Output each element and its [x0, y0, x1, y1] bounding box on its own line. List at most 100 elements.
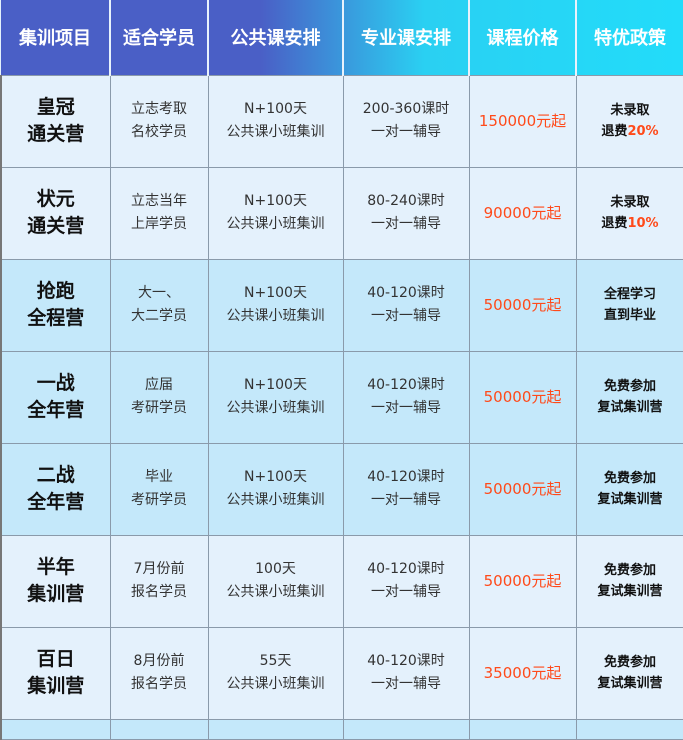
policy-cell: 全程学习 直到毕业 — [575, 258, 683, 352]
policy-highlight: 10% — [627, 216, 659, 231]
professional-course-cell-line: 一对一辅导 — [371, 216, 441, 232]
policy-highlight: 20% — [627, 124, 659, 139]
professional-course-cell: 200-360课时 一对一辅导 — [342, 74, 470, 168]
policy-line: 退费 — [601, 124, 628, 139]
public-course-cell-line: N+100天 — [244, 193, 307, 209]
professional-course-cell-line: 一对一辅导 — [371, 492, 441, 508]
audience-cell-line: 名校学员 — [131, 124, 187, 140]
professional-course-cell: 80-240课时 一对一辅导 — [342, 166, 470, 260]
policy-cell: 免费参加 复试集训营 — [575, 534, 683, 628]
professional-course-cell-line: 一对一辅导 — [371, 400, 441, 416]
header-public-course: 公共课安排 — [208, 0, 344, 75]
program-name-cell: 皇冠 通关营 — [0, 74, 111, 168]
professional-course-cell-line: 一对一辅导 — [371, 124, 441, 140]
audience-cell: 7月份前 报名学员 — [109, 534, 209, 628]
program-name-cell: 一战 全年营 — [0, 350, 111, 444]
public-course-cell: 55天公共课小班集训 — [207, 626, 344, 720]
table-row: 状元 通关营 立志当年 上岸学员 N+100天 公共课小班集训 80-240课时 一对一辅导 9… — [0, 166, 683, 260]
policy-line: 复试集训营 — [597, 492, 663, 507]
table-row: 二战 全年营 毕业 考研学员 N+100天 公共课小班集训 40-120课时 一对一辅导 500… — [0, 442, 683, 536]
audience-cell: 大一、 大二学员 — [109, 258, 209, 352]
professional-course-cell: 40-120课时 一对一辅导 — [342, 350, 470, 444]
table-row: 百日 集训营 8月份前 报名学员 55天 公共课小班集训 40-120课时 一对一辅导 3500… — [0, 626, 683, 720]
policy-line: 退费 — [601, 216, 628, 231]
audience-cell: 立志当年 上岸学员 — [109, 166, 209, 260]
program-name-cell-line: 二战 — [36, 464, 75, 486]
audience-cell-line: 立志当年 — [131, 193, 187, 209]
table-row-partial — [0, 718, 683, 740]
professional-course-cell-line: 40-120课时 — [367, 561, 445, 577]
professional-course-cell: 40-120课时 一对一辅导 — [342, 534, 470, 628]
public-course-cell-line: 公共课小班集训 — [226, 400, 325, 416]
public-course-cell: N+100天 公共课小班集训 — [207, 166, 344, 260]
header-professional-course: 专业课安排 — [343, 0, 470, 75]
program-name-cell: 二战 全年营 — [0, 442, 111, 536]
professional-course-cell-line: 一对一辅导 — [371, 308, 441, 324]
audience-cell: 应届 考研学员 — [109, 350, 209, 444]
professional-course-cell: 40-120课时 一对一辅导 — [342, 442, 470, 536]
header-program: 集训项目 — [1, 0, 111, 75]
table-row: 皇冠 通关营 立志考取 名校学员 N+100天 公共课小班集训 200-360课时 一对一辅导… — [0, 74, 683, 168]
program-name-cell-line: 半年 — [36, 556, 75, 578]
program-name-cell-line: 集训营 — [27, 583, 85, 605]
policy-line: 全程学习 — [603, 287, 656, 302]
program-name-cell-line: 全年营 — [27, 399, 85, 421]
public-course-cell-line: 公共课小班集训 — [226, 124, 325, 140]
audience-cell: 立志考取 名校学员 — [109, 74, 209, 168]
public-course-cell-line: 公共课小班集训 — [226, 676, 325, 692]
policy-line: 复试集训营 — [597, 400, 663, 415]
professional-course-cell-line: 一对一辅导 — [371, 676, 441, 692]
professional-course-cell-line: 200-360课时 — [362, 101, 450, 117]
program-name-cell-line: 状元 — [36, 188, 75, 210]
audience-cell-line: 考研学员 — [131, 492, 187, 508]
price-cell: 50000元起 — [468, 258, 577, 352]
program-name-cell-line: 通关营 — [27, 215, 85, 237]
program-name-cell-line: 百日 — [36, 648, 75, 670]
public-course-cell-line: N+100天 — [244, 101, 307, 117]
audience-cell-line: 应届 — [145, 377, 173, 393]
public-course-cell-line: 公共课小班集训 — [226, 492, 325, 508]
public-course-cell: N+100天 公共课小班集训 — [207, 258, 344, 352]
professional-course-cell-line: 40-120课时 — [367, 377, 445, 393]
policy-line: 免费参加 — [603, 379, 656, 394]
policy-line: 未录取 — [610, 103, 650, 118]
public-course-cell: N+100天公共课小班集训 — [207, 442, 344, 536]
public-course-cell-line: N+100天 — [244, 469, 307, 485]
audience-cell-line: 毕业 — [145, 469, 173, 485]
audience-cell: 毕业 考研学员 — [109, 442, 209, 536]
program-name-cell-line: 集训营 — [27, 675, 85, 697]
public-course-cell-line: 55天 — [259, 653, 292, 669]
price-cell: 35000元起 — [468, 626, 577, 720]
program-name-cell-line: 全程营 — [27, 307, 85, 329]
public-course-cell-line: 100天 — [255, 561, 296, 577]
policy-line: 免费参加 — [603, 563, 656, 578]
program-name-cell: 百日 集训营 — [0, 626, 111, 720]
policy-line: 复试集训营 — [597, 584, 663, 599]
header-price: 课程价格 — [469, 0, 577, 75]
table-row: 一战 全年营 应届 考研学员 N+100天 公共课小班集训 40-120课时 一对一辅导 500… — [0, 350, 683, 444]
public-course-cell: N+100天公共课小班集训 — [207, 74, 344, 168]
program-name-cell-line: 一战 — [36, 372, 75, 394]
audience-cell-line: 上岸学员 — [131, 216, 187, 232]
policy-cell: 未录取退费20% — [575, 74, 683, 168]
policy-line: 未录取 — [610, 195, 650, 210]
policy-cell: 免费参加 复试集训营 — [575, 442, 683, 536]
policy-line: 复试集训营 — [597, 676, 663, 691]
policy-cell: 免费参加 复试集训营 — [575, 350, 683, 444]
professional-course-cell-line: 40-120课时 — [367, 285, 445, 301]
audience-cell-line: 考研学员 — [131, 400, 187, 416]
policy-cell: 免费参加 复试集训营 — [575, 626, 683, 720]
public-course-cell-line: N+100天 — [244, 285, 307, 301]
price-cell: 50000元起 — [468, 534, 577, 628]
audience-cell-line: 8月份前 — [133, 653, 185, 669]
price-cell: 50000元起 — [468, 350, 577, 444]
price-cell: 50000元起 — [468, 442, 577, 536]
audience-cell-line: 大一、 — [138, 285, 180, 301]
price-cell: 150000元起 — [468, 74, 577, 168]
program-name-cell-line: 全年营 — [27, 491, 85, 513]
audience-cell-line: 立志考取 — [131, 101, 187, 117]
program-name-cell-line: 通关营 — [27, 123, 85, 145]
program-name-cell: 状元 通关营 — [0, 166, 111, 260]
table-row: 半年 集训营 7月份前 报名学员 100天 公共课小班集训 40-120课时 一对一辅导 500… — [0, 534, 683, 628]
